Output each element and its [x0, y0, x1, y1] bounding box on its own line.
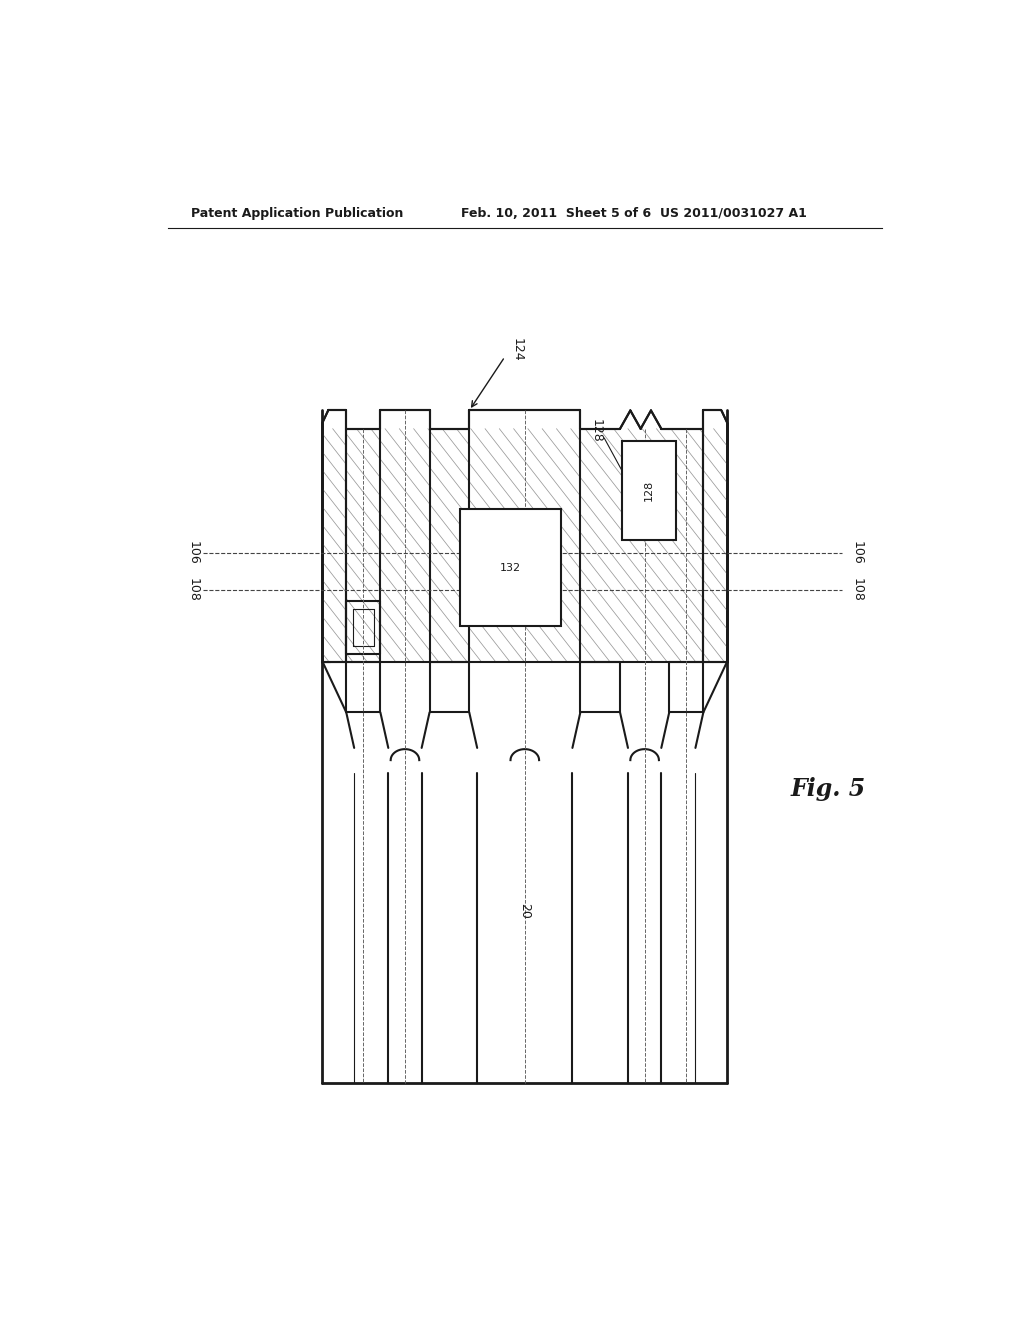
Text: 106: 106 — [186, 541, 200, 565]
Text: Fig. 5: Fig. 5 — [791, 776, 866, 800]
Text: US 2011/0031027 A1: US 2011/0031027 A1 — [659, 207, 807, 220]
Bar — [460, 510, 560, 626]
Text: Feb. 10, 2011  Sheet 5 of 6: Feb. 10, 2011 Sheet 5 of 6 — [461, 207, 651, 220]
Text: 106: 106 — [850, 541, 863, 565]
Text: 108: 108 — [850, 578, 863, 602]
Text: 128: 128 — [590, 418, 602, 442]
Bar — [623, 441, 676, 540]
Text: 20: 20 — [518, 903, 531, 919]
Text: 132: 132 — [500, 562, 520, 573]
Text: Patent Application Publication: Patent Application Publication — [191, 207, 403, 220]
Text: 108: 108 — [186, 578, 200, 602]
Text: 124: 124 — [511, 338, 523, 362]
Text: 128: 128 — [644, 479, 654, 500]
